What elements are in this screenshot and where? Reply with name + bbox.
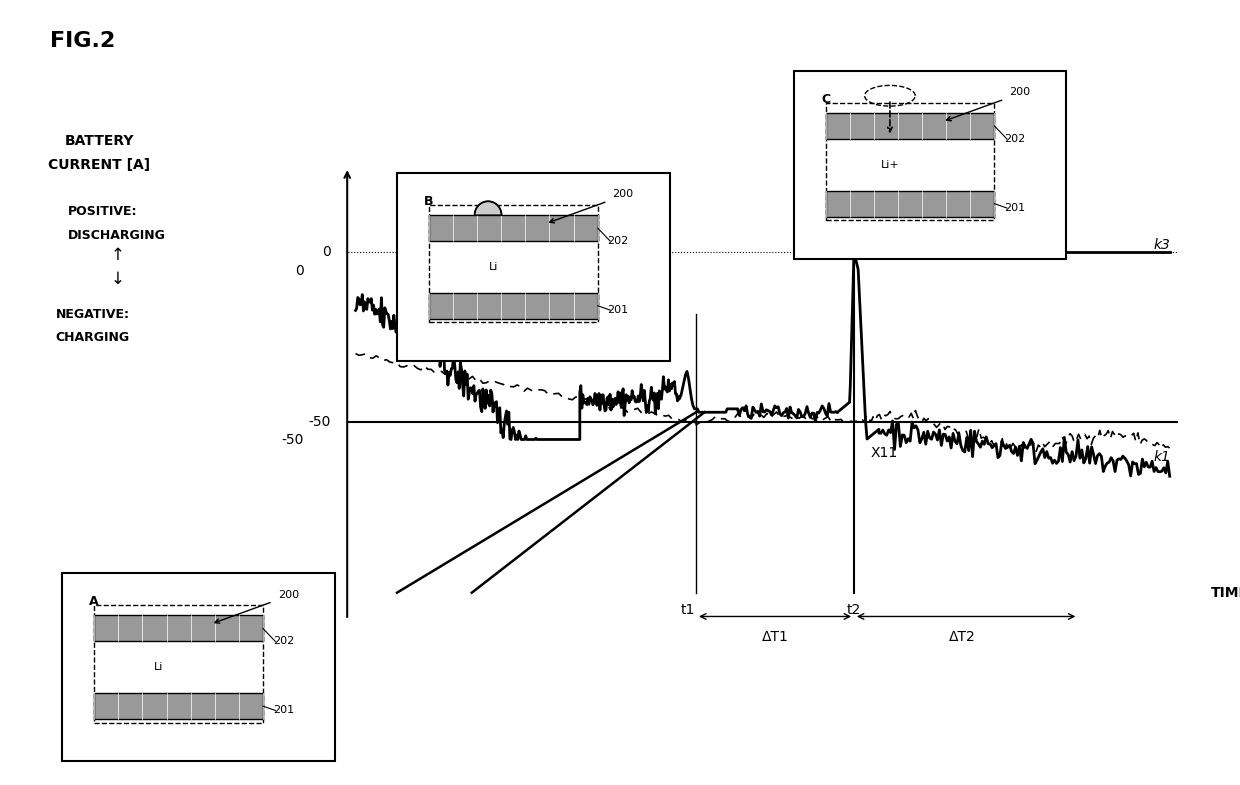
- Text: -50: -50: [309, 415, 331, 429]
- Text: POSITIVE:: POSITIVE:: [68, 206, 138, 218]
- Text: FIG.2: FIG.2: [50, 31, 115, 51]
- Text: k1: k1: [1153, 450, 1171, 463]
- Text: BATTERY: BATTERY: [64, 134, 134, 148]
- Text: DISCHARGING: DISCHARGING: [68, 229, 166, 242]
- Text: 202: 202: [273, 637, 294, 646]
- Text: ΔT2: ΔT2: [949, 630, 976, 644]
- Text: C: C: [821, 93, 830, 106]
- Text: t2: t2: [847, 603, 861, 617]
- Text: TIME: TIME: [1211, 586, 1240, 600]
- Text: 200: 200: [278, 590, 299, 600]
- Text: Li+: Li+: [880, 160, 899, 170]
- Text: X11: X11: [870, 447, 898, 460]
- Text: 201: 201: [1004, 203, 1025, 213]
- Text: -50: -50: [281, 433, 304, 447]
- Text: 202: 202: [608, 236, 629, 246]
- Text: ΔT1: ΔT1: [761, 630, 789, 644]
- Text: NEGATIVE:: NEGATIVE:: [56, 308, 130, 320]
- Text: B: B: [424, 195, 434, 208]
- Text: Li: Li: [154, 663, 162, 672]
- Text: ↑: ↑: [110, 246, 125, 264]
- Text: k2: k2: [630, 348, 646, 361]
- Text: Li: Li: [489, 262, 497, 272]
- Text: 200: 200: [1009, 87, 1030, 97]
- Text: 201: 201: [273, 706, 294, 715]
- Text: t1: t1: [681, 603, 694, 617]
- Text: -100: -100: [299, 586, 331, 600]
- Text: k3: k3: [1153, 239, 1171, 253]
- Text: 0: 0: [295, 264, 304, 278]
- Text: CHARGING: CHARGING: [56, 331, 130, 344]
- Text: 200: 200: [613, 189, 634, 199]
- Text: A: A: [89, 595, 99, 608]
- Text: -100: -100: [273, 593, 304, 608]
- Text: CURRENT [A]: CURRENT [A]: [48, 158, 150, 172]
- Text: ↓: ↓: [110, 270, 125, 287]
- Text: 202: 202: [1004, 134, 1025, 144]
- Text: 0: 0: [322, 245, 331, 259]
- Text: 201: 201: [608, 305, 629, 315]
